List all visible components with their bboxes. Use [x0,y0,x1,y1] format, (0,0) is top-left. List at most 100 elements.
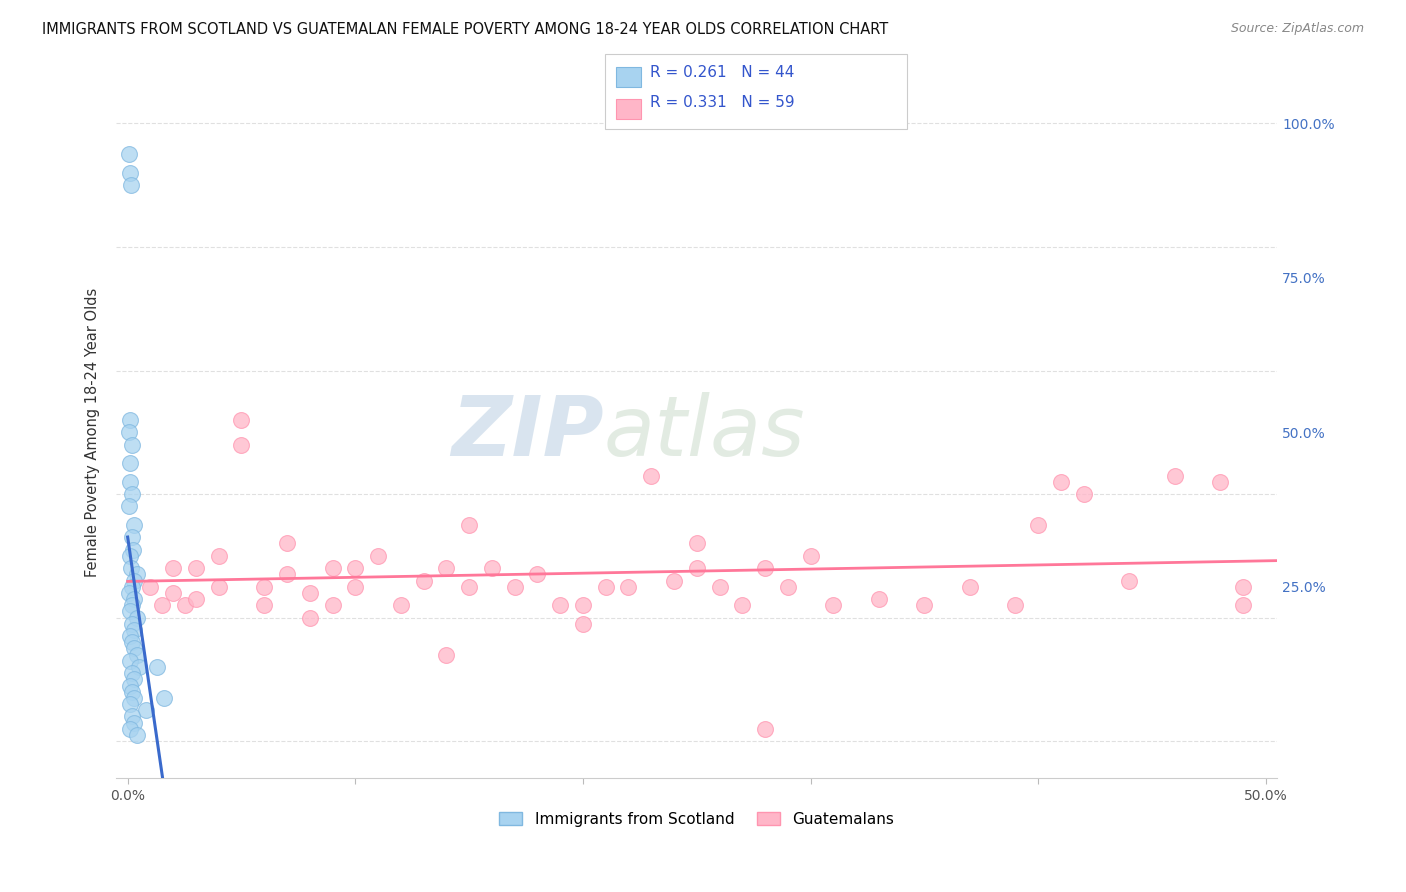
Point [298,586,321,600]
Point [208,549,231,563]
Text: ZIP: ZIP [451,392,605,473]
Point [121,709,143,723]
Point [121,437,143,451]
Point [754,722,776,736]
Point [231,413,253,427]
Point [121,635,143,649]
Point [912,599,935,613]
Point [118,456,141,470]
Point [146,660,169,674]
Point [458,580,481,594]
Text: R = 0.331   N = 59: R = 0.331 N = 59 [650,95,794,111]
Point [124,592,146,607]
Point [389,599,412,613]
Point [458,518,481,533]
Point [121,616,143,631]
Point [868,592,890,607]
Point [121,580,143,594]
Point [481,561,503,575]
Point [135,703,157,717]
Point [121,530,143,544]
Point [1050,475,1073,489]
Point [118,413,141,427]
Point [344,580,367,594]
Point [1004,599,1026,613]
Point [124,574,146,588]
Point [1209,475,1232,489]
Y-axis label: Female Poverty Among 18-24 Year Olds: Female Poverty Among 18-24 Year Olds [86,287,100,577]
Point [128,660,150,674]
Point [548,599,571,613]
Point [121,599,143,613]
Point [121,684,143,698]
Point [153,690,176,705]
Point [640,468,662,483]
Point [1026,518,1049,533]
Point [118,586,141,600]
Point [344,561,367,575]
Point [617,580,640,594]
Legend: Immigrants from Scotland, Guatemalans: Immigrants from Scotland, Guatemalans [494,805,900,833]
Point [173,599,195,613]
Point [572,616,595,631]
Text: IMMIGRANTS FROM SCOTLAND VS GUATEMALAN FEMALE POVERTY AMONG 18-24 YEAR OLDS CORR: IMMIGRANTS FROM SCOTLAND VS GUATEMALAN F… [42,22,889,37]
Point [434,561,457,575]
Point [162,561,184,575]
Point [253,580,276,594]
Point [118,722,141,736]
Point [208,580,231,594]
Point [120,561,142,575]
Point [125,567,148,582]
Point [276,567,298,582]
Point [662,574,685,588]
Point [125,610,148,624]
Point [434,648,457,662]
Point [1073,487,1095,501]
Point [162,586,184,600]
Point [118,697,141,711]
Point [118,500,141,514]
Point [121,487,143,501]
Point [120,475,142,489]
Point [124,715,146,730]
Point [595,580,617,594]
Point [118,147,141,161]
Point [1232,580,1254,594]
Point [118,425,141,440]
Text: atlas: atlas [605,392,806,473]
Point [503,580,526,594]
Point [122,542,145,557]
Point [412,574,434,588]
Point [298,610,321,624]
Point [121,666,143,681]
Point [231,437,253,451]
Point [367,549,389,563]
Point [959,580,981,594]
Point [124,623,146,637]
Point [322,599,344,613]
Point [124,690,146,705]
Point [709,580,731,594]
Point [125,728,148,742]
Point [686,536,709,550]
Point [754,561,776,575]
Point [125,648,148,662]
Point [686,561,709,575]
Point [124,518,146,533]
Point [731,599,754,613]
Text: Source: ZipAtlas.com: Source: ZipAtlas.com [1230,22,1364,36]
Point [120,178,142,193]
Text: R = 0.261   N = 44: R = 0.261 N = 44 [650,65,794,80]
Point [118,549,141,563]
Point [118,679,141,693]
Point [184,561,207,575]
Point [572,599,595,613]
Point [139,580,162,594]
Point [1118,574,1140,588]
Point [800,549,823,563]
Point [276,536,298,550]
Point [253,599,276,613]
Point [526,567,548,582]
Point [118,166,141,180]
Point [322,561,344,575]
